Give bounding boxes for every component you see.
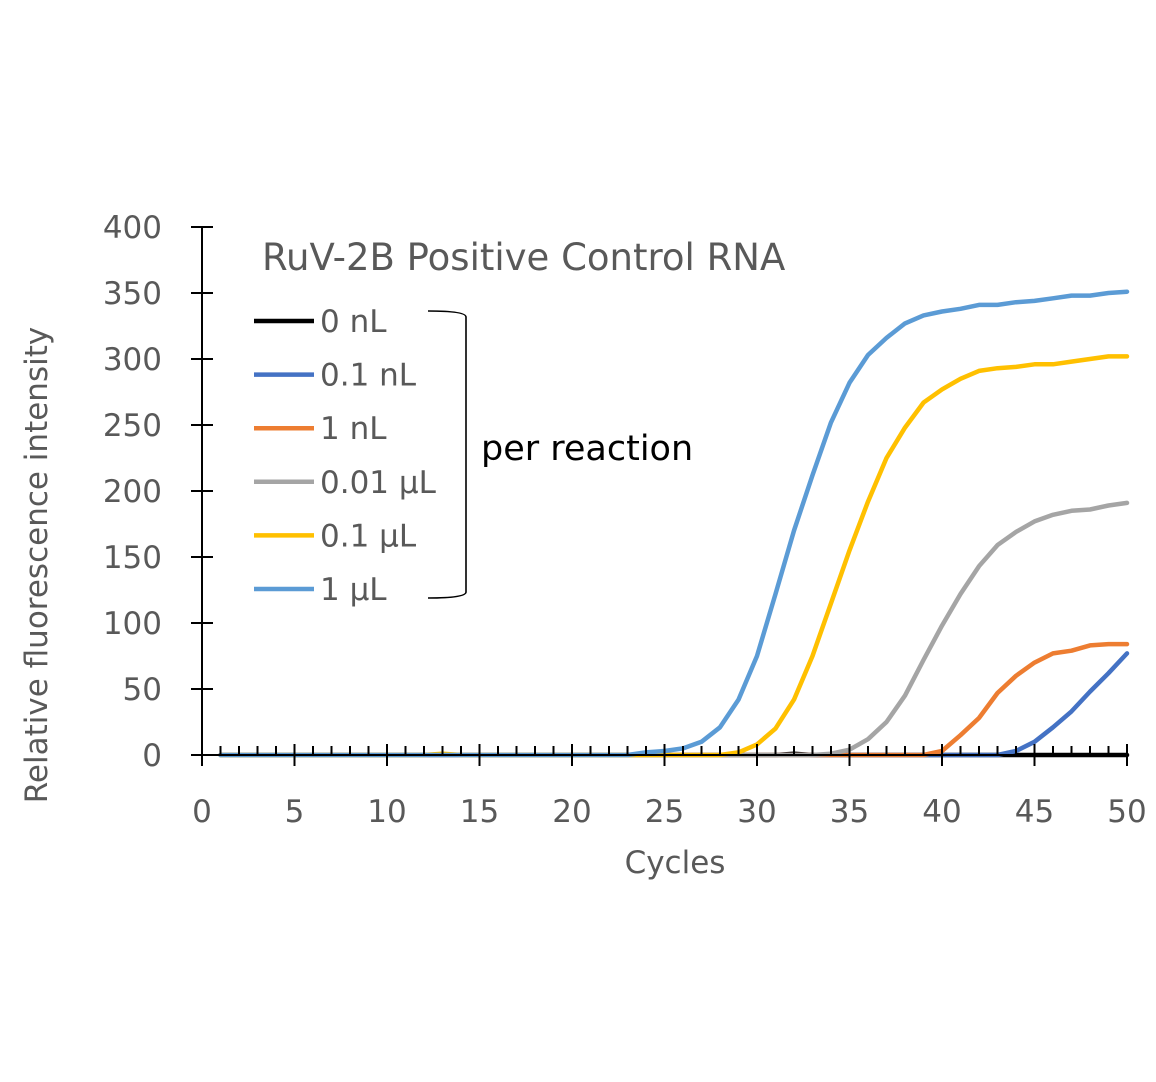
y-axis-title: Relative fluorescence intensity: [19, 327, 55, 803]
x-tick-label: 40: [922, 794, 961, 830]
y-tick-label: 200: [103, 474, 162, 510]
legend-label-1-nl: 1 nL: [320, 411, 387, 447]
tick-marks: [191, 226, 1128, 766]
legend-label-0-1-ul: 0.1 µL: [320, 518, 417, 554]
x-tick-label: 30: [737, 794, 776, 830]
x-tick-label: 25: [645, 794, 684, 830]
y-tick-label: 250: [103, 408, 162, 444]
series-line-1-nl: [218, 641, 1130, 758]
x-tick-label: 50: [1107, 794, 1146, 830]
legend-label-0-nl: 0 nL: [320, 304, 387, 340]
y-tick-label: 100: [103, 606, 162, 642]
legend-bracket: [427, 310, 467, 599]
chart-title: RuV-2B Positive Control RNA: [262, 236, 785, 279]
x-tick-label: 35: [830, 794, 869, 830]
y-tick-label: 400: [103, 210, 162, 246]
per-reaction-annotation: per reaction: [481, 429, 693, 469]
x-tick-label: 15: [460, 794, 499, 830]
legend: 0 nL 0.1 nL 1 nL 0.01 µL 0.1 µL 1 µL: [254, 304, 437, 608]
tick-labels: 0 50 100 150 200 250 300 350 400 0 5 10 15 20 25 30 35 40…: [103, 210, 1147, 830]
y-tick-label: 150: [103, 540, 162, 576]
x-tick-label: 5: [285, 794, 305, 830]
y-tick-label: 0: [142, 738, 162, 774]
x-tick-label: 45: [1015, 794, 1054, 830]
legend-label-1-ul: 1 µL: [320, 572, 387, 608]
legend-label-0-1-nl: 0.1 nL: [320, 358, 417, 394]
x-tick-label: 10: [367, 794, 406, 830]
x-axis-title: Cycles: [625, 845, 726, 881]
legend-label-0-01-ul: 0.01 µL: [320, 465, 437, 501]
y-tick-label: 350: [103, 276, 162, 312]
y-tick-label: 300: [103, 342, 162, 378]
y-tick-label: 50: [123, 672, 162, 708]
x-tick-label: 0: [192, 794, 212, 830]
x-tick-label: 20: [552, 794, 591, 830]
